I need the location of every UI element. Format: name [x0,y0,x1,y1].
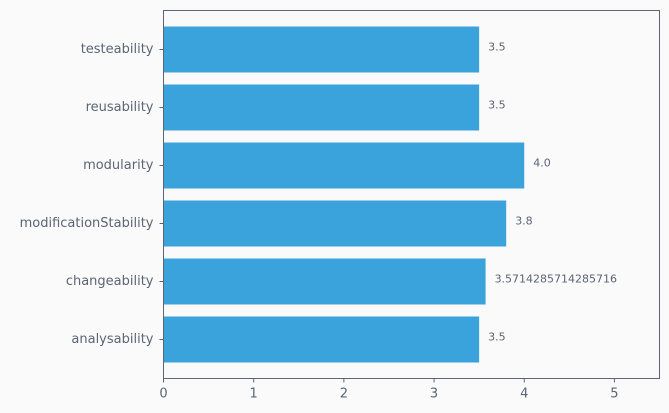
data-label-testeability: 3.5 [488,41,506,54]
plot-frame [163,10,660,379]
data-label-changeability: 3.5714285714285716 [495,273,617,286]
x-tick-label-1: 1 [250,387,258,402]
axes-group: 0 1 2 3 4 5 [159,10,660,402]
bar-testeability [163,26,480,73]
labels-group: 3.5 analysability 3.5714285714285716 change… [20,41,617,348]
x-tick-label-0: 0 [159,387,167,402]
data-label-analysability: 3.5 [488,331,506,344]
x-tick-label-4: 4 [520,387,528,402]
bar-changeability [163,258,486,305]
data-label-modificationStability: 3.8 [515,215,533,228]
data-label-modularity: 4.0 [533,157,551,170]
bar-modularity [163,142,525,189]
category-label-modularity: modularity [83,158,154,173]
bars-group [163,26,525,363]
category-label-reusability: reusability [86,100,154,115]
category-label-testeability: testeability [81,42,154,57]
bar-analysability [163,316,480,363]
category-label-changeability: changeability [66,274,154,289]
bar-reusability [163,84,480,131]
category-label-analysability: analysability [71,332,153,347]
x-tick-label-3: 3 [430,387,438,402]
bar-modificationStability [163,200,507,247]
data-label-reusability: 3.5 [488,99,506,112]
x-tick-label-5: 5 [610,387,618,402]
category-label-modificationStability: modificationStability [20,216,154,231]
x-tick-label-2: 2 [340,387,348,402]
